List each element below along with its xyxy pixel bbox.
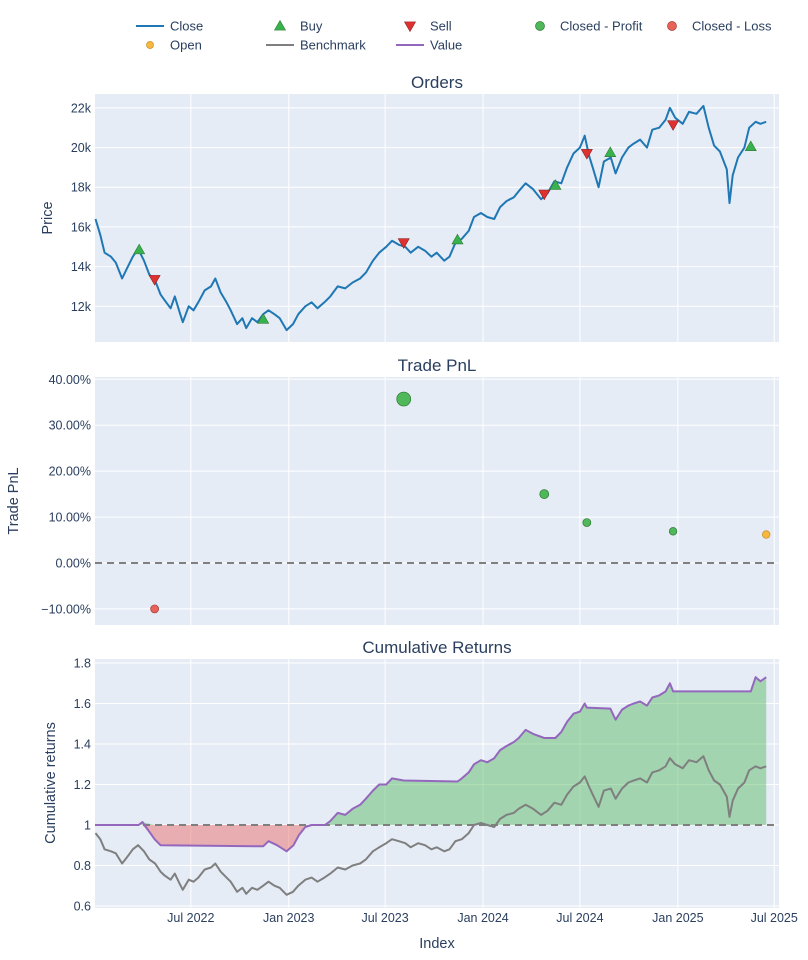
legend-label-open: Open (170, 38, 202, 53)
sell-marker (580, 149, 593, 160)
orders-ylabel: Price (40, 201, 56, 234)
buy-marker (549, 179, 562, 190)
sell-marker (148, 275, 161, 286)
close-price-line (94, 104, 767, 332)
value-line (95, 676, 767, 853)
x-tick-label: Jul 2022 (167, 911, 214, 925)
buy-marker (604, 146, 617, 157)
x-tick-label: Jul 2024 (556, 911, 603, 925)
y-tick-label: 22k (71, 101, 92, 115)
y-tick-label: 1.4 (74, 738, 91, 752)
buy-marker (133, 243, 146, 255)
y-tick-label: 0.6 (74, 899, 91, 913)
y-tick-label: 1 (84, 819, 91, 833)
legend-item-benchmark[interactable]: Benchmark (266, 38, 366, 53)
y-tick-label: 20.00% (49, 465, 91, 479)
y-tick-label: 0.00% (56, 557, 91, 571)
legend-label-closed_loss: Closed - Loss (692, 19, 772, 34)
closed-loss-marker (150, 604, 159, 614)
legend-label-sell: Sell (430, 19, 452, 34)
open-trade-marker (762, 530, 771, 539)
legend-swatch-open (146, 41, 154, 49)
x-axis-ticks: Jul 2022 Jan 2023 Jul 2023 Jan 2024 Jul 2024… (167, 911, 798, 925)
y-tick-label: 0.8 (74, 859, 91, 873)
closed-profit-marker (582, 518, 592, 527)
profit-area-fill (95, 677, 767, 825)
legend-label-value: Value (430, 38, 462, 53)
y-tick-label: 30.00% (49, 419, 91, 433)
sell-marker (538, 189, 551, 201)
y-tick-label: 1.8 (74, 657, 91, 671)
legend-swatch-sell (403, 21, 417, 33)
legend-item-open[interactable]: Open (146, 38, 202, 53)
x-tick-label: Jan 2025 (652, 911, 703, 925)
y-tick-label: 10.00% (49, 511, 91, 525)
legend-item-close[interactable]: Close (136, 19, 203, 34)
loss-area-fill (95, 825, 767, 852)
pnl-title: Trade PnL (398, 356, 477, 375)
buy-marker (257, 313, 270, 324)
closed-profit-marker (396, 391, 412, 407)
cumret-plot-area (95, 659, 779, 908)
legend-item-buy[interactable]: Buy (273, 19, 323, 34)
y-tick-label: 18k (71, 181, 92, 195)
closed-profit-marker (668, 527, 678, 536)
legend-item-closed_profit[interactable]: Closed - Profit (535, 19, 643, 34)
legend-label-buy: Buy (300, 19, 323, 34)
y-tick-label: 14k (71, 260, 92, 274)
y-tick-label: 1.6 (74, 697, 91, 711)
y-tick-label: −10.00% (41, 602, 91, 616)
legend-label-benchmark: Benchmark (300, 38, 366, 53)
legend-label-closed_profit: Closed - Profit (560, 19, 643, 34)
y-tick-label: 20k (71, 141, 92, 155)
y-tick-label: 40.00% (49, 373, 91, 387)
legend-swatch-buy (273, 19, 287, 31)
buy-marker (744, 140, 757, 152)
orders-title: Orders (411, 73, 463, 92)
cumret-ylabel: Cumulative returns (43, 722, 59, 844)
legend-label-close: Close (170, 19, 203, 34)
cumret-title: Cumulative Returns (362, 638, 511, 657)
cumulative-returns-subplot: 0.6 0.8 1 1.2 1.4 1.6 1.8 (74, 657, 779, 913)
legend[interactable]: Close Open Buy Benchmark Sell Value Closed - P… (136, 19, 772, 53)
sell-marker (397, 238, 410, 249)
y-tick-label: 12k (71, 300, 92, 314)
x-axis-title: Index (419, 936, 455, 952)
pnl-subplot: −10.00% 0.00% 10.00% 20.00% 30.00% 40.00% (41, 373, 779, 625)
x-tick-label: Jul 2023 (361, 911, 408, 925)
pnl-plot-area (95, 377, 779, 625)
y-tick-label: 16k (71, 220, 92, 234)
legend-item-value[interactable]: Value (396, 38, 462, 53)
buy-marker (451, 233, 464, 245)
y-tick-label: 1.2 (74, 778, 91, 792)
legend-swatch-closed_profit (535, 21, 545, 31)
benchmark-line (94, 755, 767, 896)
x-tick-label: Jan 2024 (457, 911, 508, 925)
orders-plot-area (95, 94, 779, 342)
x-tick-label: Jul 2025 (751, 911, 798, 925)
orders-subplot: 12k 14k 16k 18k 20k 22k (71, 94, 779, 342)
legend-item-closed_loss[interactable]: Closed - Loss (667, 19, 772, 34)
legend-swatch-closed_loss (667, 21, 677, 31)
sell-marker (667, 120, 680, 131)
pnl-ylabel: Trade PnL (6, 467, 22, 534)
closed-profit-marker (539, 489, 550, 499)
legend-item-sell[interactable]: Sell (403, 19, 452, 34)
x-tick-label: Jan 2023 (263, 911, 314, 925)
